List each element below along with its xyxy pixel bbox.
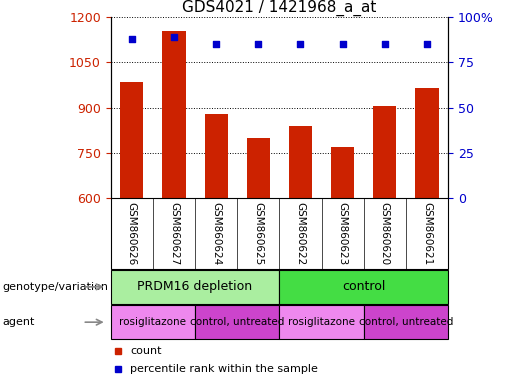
Bar bbox=[120, 82, 143, 198]
Text: GSM860623: GSM860623 bbox=[338, 202, 348, 265]
Text: rosiglitazone: rosiglitazone bbox=[119, 317, 186, 327]
Text: control, untreated: control, untreated bbox=[358, 317, 453, 327]
Text: GSM860624: GSM860624 bbox=[211, 202, 221, 265]
Text: GSM860622: GSM860622 bbox=[296, 202, 305, 265]
Point bbox=[128, 36, 136, 42]
Bar bbox=[331, 147, 354, 198]
Bar bbox=[416, 88, 439, 198]
Bar bbox=[280, 270, 448, 304]
Text: PRDM16 depletion: PRDM16 depletion bbox=[138, 280, 253, 293]
Point bbox=[423, 41, 431, 48]
Bar bbox=[373, 106, 397, 198]
Text: GSM860621: GSM860621 bbox=[422, 202, 432, 265]
Text: genotype/variation: genotype/variation bbox=[3, 282, 109, 292]
Text: count: count bbox=[130, 346, 162, 356]
Text: GSM860625: GSM860625 bbox=[253, 202, 263, 265]
Bar bbox=[280, 305, 364, 339]
Bar bbox=[204, 114, 228, 198]
Bar bbox=[247, 138, 270, 198]
Text: control, untreated: control, untreated bbox=[190, 317, 284, 327]
Bar bbox=[162, 31, 185, 198]
Title: GDS4021 / 1421968_a_at: GDS4021 / 1421968_a_at bbox=[182, 0, 376, 16]
Bar bbox=[111, 270, 280, 304]
Bar bbox=[289, 126, 312, 198]
Point bbox=[296, 41, 304, 48]
Text: control: control bbox=[342, 280, 385, 293]
Text: GSM860620: GSM860620 bbox=[380, 202, 390, 265]
Text: GSM860626: GSM860626 bbox=[127, 202, 137, 265]
Point bbox=[381, 41, 389, 48]
Text: rosiglitazone: rosiglitazone bbox=[288, 317, 355, 327]
Text: percentile rank within the sample: percentile rank within the sample bbox=[130, 364, 318, 374]
Bar bbox=[364, 305, 448, 339]
Point bbox=[338, 41, 347, 48]
Bar bbox=[195, 305, 280, 339]
Bar bbox=[111, 305, 195, 339]
Text: GSM860627: GSM860627 bbox=[169, 202, 179, 265]
Point bbox=[254, 41, 263, 48]
Point bbox=[212, 41, 220, 48]
Text: agent: agent bbox=[3, 317, 35, 327]
Point bbox=[170, 34, 178, 40]
